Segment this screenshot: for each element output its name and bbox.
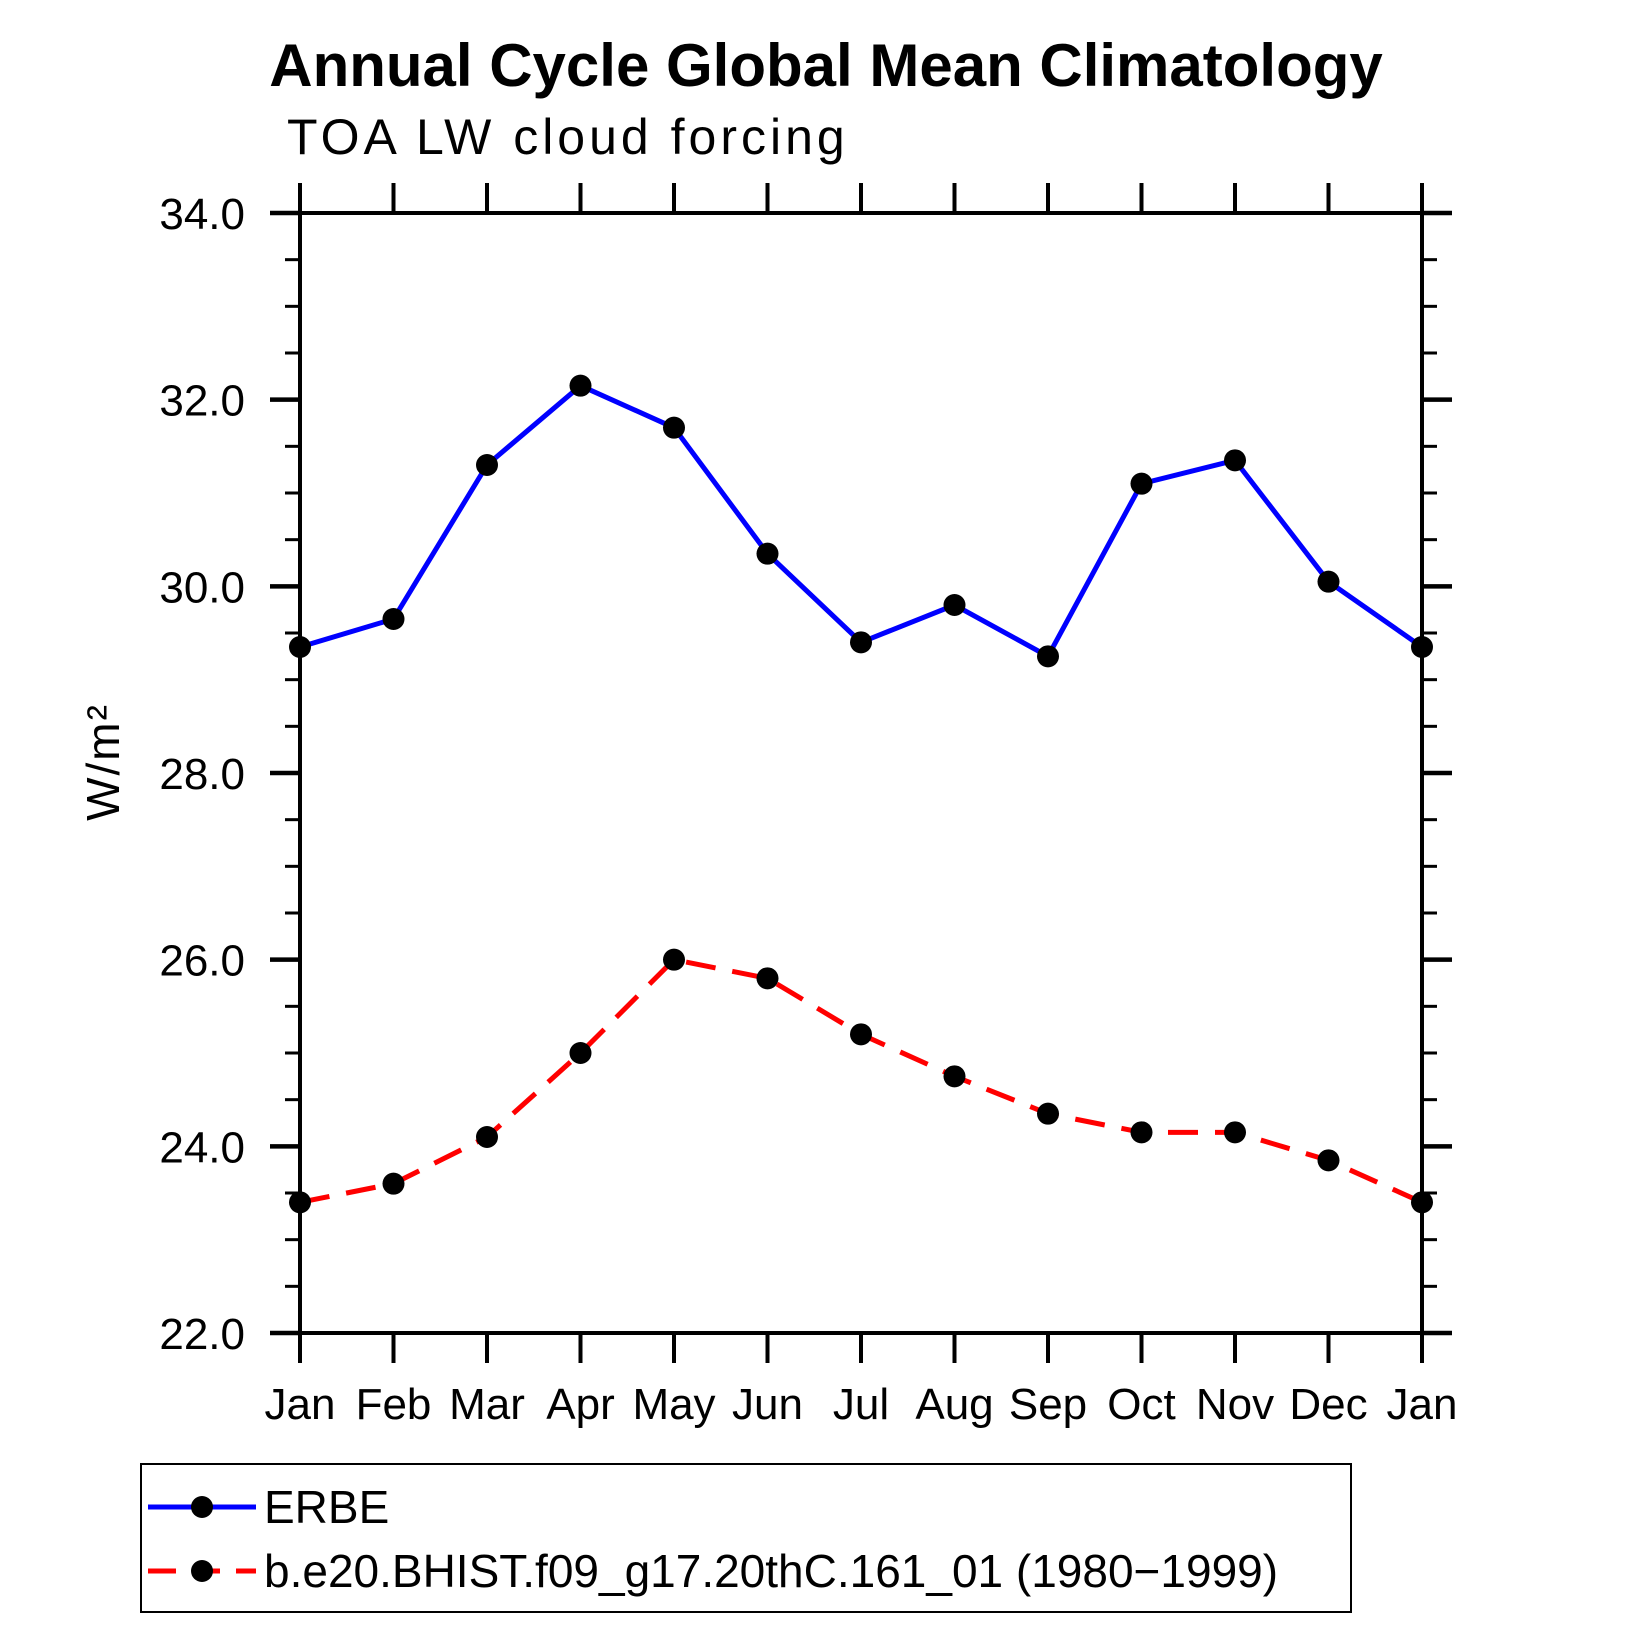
data-point-series0-Aug	[943, 594, 966, 616]
legend-row-erbe: ERBE	[146, 1475, 1350, 1539]
x-tick-label: Oct	[1107, 1380, 1175, 1429]
x-tick-label: Apr	[546, 1380, 614, 1429]
data-point-series0-Jan	[1411, 636, 1433, 658]
data-point-series1-Dec	[1317, 1149, 1340, 1172]
data-point-series1-Apr	[569, 1042, 592, 1064]
legend-row-model: b.e20.BHIST.f09_g17.20thC.161_01 (1980−1…	[146, 1539, 1350, 1603]
data-point-series0-Mar	[476, 454, 498, 476]
data-point-series0-Jun	[756, 542, 779, 565]
data-point-series1-Mar	[476, 1126, 498, 1148]
data-point-series0-Nov	[1224, 449, 1246, 472]
data-point-series1-May	[663, 948, 685, 971]
series-line-1	[299, 956, 1424, 1205]
legend-label-erbe: ERBE	[264, 1481, 390, 1533]
legend-marker-icon	[191, 1560, 213, 1582]
x-tick-label: Feb	[356, 1380, 432, 1429]
y-tick-label: 28.0	[159, 750, 245, 799]
y-tick-label: 32.0	[159, 377, 245, 426]
data-point-series1-Jul	[850, 1023, 872, 1046]
x-tick-label: Nov	[1196, 1380, 1274, 1429]
x-tick-label: Jul	[833, 1380, 889, 1429]
y-tick-label: 34.0	[159, 190, 245, 239]
chart-subtitle: TOA LW cloud forcing	[287, 109, 849, 165]
legend-marker-icon	[191, 1496, 213, 1518]
data-point-series0-Oct	[1130, 472, 1153, 495]
data-point-series1-Jun	[756, 967, 779, 990]
legend-label-model: b.e20.BHIST.f09_g17.20thC.161_01 (1980−1…	[264, 1545, 1279, 1597]
x-tick-label: Jan	[265, 1380, 336, 1429]
y-tick-label: 26.0	[159, 937, 245, 986]
y-tick-label: 30.0	[159, 563, 245, 612]
x-tick-label: Dec	[1289, 1380, 1367, 1429]
x-tick-label: Aug	[915, 1380, 993, 1429]
data-point-series1-Aug	[943, 1065, 966, 1088]
legend-box: ERBE b.e20.BHIST.f09_g17.20thC.161_01 (1…	[140, 1463, 1352, 1613]
data-point-series1-Jan	[289, 1191, 311, 1214]
x-tick-label: May	[632, 1380, 715, 1429]
y-tick-label: 22.0	[159, 1310, 245, 1359]
data-point-series1-Sep	[1037, 1102, 1059, 1125]
data-point-series0-Feb	[382, 608, 405, 630]
legend-line-sample-model	[148, 1560, 256, 1582]
data-point-series1-Jan	[1411, 1191, 1433, 1214]
x-tick-label: Mar	[449, 1380, 525, 1429]
data-point-series0-Apr	[569, 374, 592, 397]
data-point-series0-Dec	[1317, 570, 1340, 593]
y-tick-label: 24.0	[159, 1123, 245, 1172]
data-point-series1-Nov	[1224, 1121, 1246, 1144]
chart-title: Annual Cycle Global Mean Climatology	[269, 32, 1383, 99]
data-point-series0-Sep	[1037, 645, 1059, 668]
x-tick-label: Sep	[1009, 1380, 1087, 1429]
x-tick-label: Jun	[732, 1380, 803, 1429]
series-line-0	[299, 382, 1424, 660]
data-point-series0-May	[663, 416, 685, 439]
data-point-series1-Oct	[1130, 1121, 1153, 1144]
legend-line-sample-erbe	[148, 1496, 256, 1518]
data-point-series1-Feb	[382, 1172, 405, 1195]
data-point-series0-Jul	[850, 631, 872, 654]
data-point-series0-Jan	[289, 636, 311, 658]
x-tick-label: Jan	[1387, 1380, 1458, 1429]
